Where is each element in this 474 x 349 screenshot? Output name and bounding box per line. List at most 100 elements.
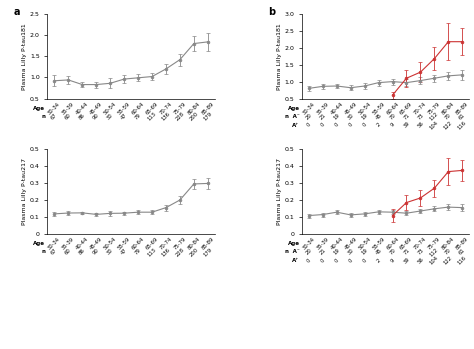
Y-axis label: Plasma Lilly P-tau217: Plasma Lilly P-tau217 xyxy=(276,158,282,225)
Text: 228: 228 xyxy=(174,247,185,257)
Text: 50-54: 50-54 xyxy=(103,236,118,251)
Text: Age: Age xyxy=(288,106,300,111)
Text: 70-74: 70-74 xyxy=(413,236,428,251)
Text: 45: 45 xyxy=(374,112,383,121)
Text: 30: 30 xyxy=(346,113,355,121)
Text: 85-89: 85-89 xyxy=(455,101,469,116)
Text: 30-34: 30-34 xyxy=(47,101,62,116)
Text: 55-59: 55-59 xyxy=(117,236,131,251)
Text: 55-59: 55-59 xyxy=(371,236,386,251)
Text: 0: 0 xyxy=(334,122,340,128)
Text: 30: 30 xyxy=(106,248,114,256)
Text: 39: 39 xyxy=(402,121,410,129)
Text: 70-74: 70-74 xyxy=(413,101,428,116)
Text: 30: 30 xyxy=(106,113,114,121)
Text: 65-69: 65-69 xyxy=(145,236,159,251)
Text: 71: 71 xyxy=(402,248,410,256)
Text: 9: 9 xyxy=(390,258,395,263)
Text: 122: 122 xyxy=(443,120,454,131)
Text: 116: 116 xyxy=(457,255,468,266)
Text: 45-49: 45-49 xyxy=(89,236,103,251)
Y-axis label: Plasma Lilly P-tau217: Plasma Lilly P-tau217 xyxy=(22,158,27,225)
Text: 80-84: 80-84 xyxy=(441,236,456,251)
Text: 60: 60 xyxy=(64,112,73,121)
Text: 35-39: 35-39 xyxy=(316,237,330,251)
Text: 9: 9 xyxy=(390,122,395,128)
Text: 75-79: 75-79 xyxy=(427,236,442,251)
Text: 200: 200 xyxy=(189,247,199,257)
Text: 40-44: 40-44 xyxy=(75,101,90,116)
Text: 47: 47 xyxy=(120,248,128,256)
Text: 60-64: 60-64 xyxy=(131,236,146,251)
Text: 200: 200 xyxy=(189,111,199,122)
Text: 90: 90 xyxy=(92,112,100,121)
Text: 20: 20 xyxy=(305,112,313,121)
Text: 60: 60 xyxy=(64,248,73,256)
Text: Age: Age xyxy=(288,241,300,246)
Text: 0: 0 xyxy=(348,122,354,128)
Text: b: b xyxy=(268,7,275,17)
Text: 70-74: 70-74 xyxy=(159,236,173,251)
Text: 113: 113 xyxy=(147,111,157,122)
Text: 60-64: 60-64 xyxy=(385,101,400,116)
Text: 60-64: 60-64 xyxy=(385,236,400,251)
Text: 75-79: 75-79 xyxy=(173,236,187,251)
Text: 104: 104 xyxy=(429,120,440,131)
Text: 0: 0 xyxy=(362,258,368,263)
Text: 21: 21 xyxy=(319,248,327,256)
Text: 45-49: 45-49 xyxy=(89,101,103,116)
Text: 40-44: 40-44 xyxy=(329,101,344,116)
Text: 30-34: 30-34 xyxy=(302,237,316,251)
Text: 65-69: 65-69 xyxy=(145,101,159,116)
Text: 85-89: 85-89 xyxy=(455,236,469,251)
Text: n  A⁻: n A⁻ xyxy=(285,114,300,119)
Text: 122: 122 xyxy=(443,255,454,266)
Text: 0: 0 xyxy=(334,258,340,263)
Text: 61: 61 xyxy=(458,248,466,256)
Text: 60-64: 60-64 xyxy=(131,101,146,116)
Text: 35-39: 35-39 xyxy=(316,101,330,116)
Text: 179: 179 xyxy=(202,247,213,257)
Text: 79: 79 xyxy=(134,112,142,121)
Text: 86: 86 xyxy=(78,112,86,121)
Text: 40-44: 40-44 xyxy=(75,236,90,251)
Text: 73: 73 xyxy=(416,248,425,256)
Text: 0: 0 xyxy=(306,258,312,263)
Text: 65-69: 65-69 xyxy=(399,236,414,251)
Text: 228: 228 xyxy=(174,111,185,122)
Text: 30-34: 30-34 xyxy=(302,101,316,116)
Text: A⁺: A⁺ xyxy=(292,258,300,263)
Text: 0: 0 xyxy=(348,258,354,263)
Text: 67: 67 xyxy=(50,112,58,121)
Text: 73: 73 xyxy=(416,113,425,121)
Text: 116: 116 xyxy=(457,120,468,131)
Text: 40-44: 40-44 xyxy=(329,236,344,251)
Text: 0: 0 xyxy=(320,122,326,128)
Text: 85-89: 85-89 xyxy=(201,101,215,116)
Text: 0: 0 xyxy=(320,258,326,263)
Text: 55-59: 55-59 xyxy=(371,101,386,116)
Text: 136: 136 xyxy=(161,111,171,122)
Text: 50-54: 50-54 xyxy=(357,236,372,251)
Text: 179: 179 xyxy=(202,111,213,122)
Text: Age: Age xyxy=(33,106,45,111)
Text: 56: 56 xyxy=(416,121,425,129)
Text: 67: 67 xyxy=(50,248,58,256)
Text: 30: 30 xyxy=(346,248,355,256)
Text: 47: 47 xyxy=(120,112,128,121)
Text: 45-49: 45-49 xyxy=(344,236,358,251)
Text: 75-79: 75-79 xyxy=(427,101,442,116)
Text: 19: 19 xyxy=(361,112,369,121)
Text: 20: 20 xyxy=(305,248,313,256)
Text: 2: 2 xyxy=(375,258,382,263)
Text: 19: 19 xyxy=(361,248,369,256)
Text: 19: 19 xyxy=(333,248,341,256)
Text: A⁺: A⁺ xyxy=(292,122,300,127)
Text: 70-74: 70-74 xyxy=(159,101,173,116)
Text: 71: 71 xyxy=(402,112,410,121)
Y-axis label: Plasma Lilly P-tau181: Plasma Lilly P-tau181 xyxy=(276,23,282,90)
Text: 45: 45 xyxy=(374,248,383,256)
Text: 50-54: 50-54 xyxy=(357,101,372,116)
Text: 0: 0 xyxy=(306,122,312,128)
Text: 61: 61 xyxy=(458,112,466,121)
